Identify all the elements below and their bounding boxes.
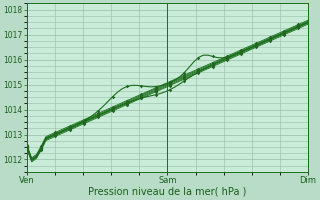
X-axis label: Pression niveau de la mer( hPa ): Pression niveau de la mer( hPa )	[88, 187, 247, 197]
